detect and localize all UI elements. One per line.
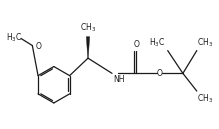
Text: O: O [35, 42, 41, 51]
Text: CH$_3$: CH$_3$ [197, 92, 214, 105]
Text: CH$_3$: CH$_3$ [197, 36, 214, 49]
Text: H$_3$C: H$_3$C [149, 36, 166, 49]
Text: CH$_3$: CH$_3$ [80, 22, 96, 34]
Text: H$_3$C: H$_3$C [6, 32, 23, 44]
Text: O: O [133, 40, 139, 49]
Polygon shape [86, 37, 90, 58]
Text: O: O [157, 69, 163, 78]
Text: NH: NH [113, 75, 124, 84]
